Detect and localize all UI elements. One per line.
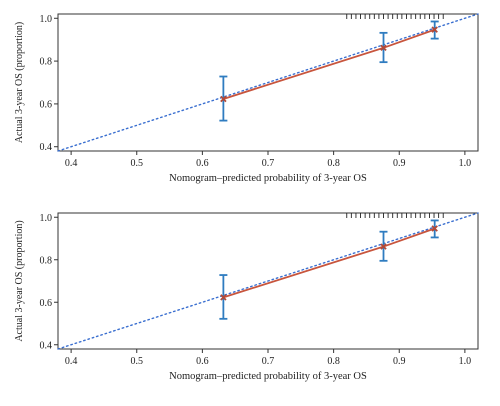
x-tick-label: 0.9 <box>393 356 406 367</box>
x-axis-label: Nomogram–predicted probability of 3-year… <box>169 371 367 382</box>
data-point-marker <box>431 26 438 33</box>
y-tick-label: 0.4 <box>40 142 53 153</box>
y-tick-label: 0.6 <box>40 99 53 110</box>
y-tick-label: 0.4 <box>40 340 53 351</box>
x-axis-label: Nomogram–predicted probability of 3-year… <box>169 173 367 184</box>
data-point-marker <box>431 225 438 232</box>
x-tick-label: 0.7 <box>262 158 275 169</box>
x-tick-label: 0.5 <box>131 356 144 367</box>
y-tick-label: 0.8 <box>40 57 53 68</box>
y-axis-label: Actual 3-year OS (proportion) <box>14 22 25 143</box>
calibration-panel-1: 0.4 0.5 0.6 0.7 0.8 0.9 1.0 0.4 0.6 0.8 1.0 Nomogra… <box>14 13 479 184</box>
calibration-line <box>223 227 435 299</box>
x-tick-label: 1.0 <box>459 158 472 169</box>
y-tick-label: 0.8 <box>40 255 53 266</box>
x-tick-label: 0.8 <box>327 356 340 367</box>
x-tick-label: 0.4 <box>65 356 78 367</box>
x-tick-label: 0.4 <box>65 158 78 169</box>
data-point-marker <box>220 95 227 103</box>
y-tick-label: 1.0 <box>40 14 53 25</box>
x-tick-label: 0.6 <box>196 158 209 169</box>
calibration-panel-2: 0.4 0.5 0.6 0.7 0.8 0.9 1.0 0.4 0.6 0.8 1.0 Nomogra… <box>14 212 479 382</box>
ideal-reference-line <box>57 13 479 152</box>
y-tick-label: 1.0 <box>40 213 53 224</box>
y-tick-label: 0.6 <box>40 298 53 309</box>
y-axis-label: Actual 3-year OS (proportion) <box>14 220 25 341</box>
x-tick-label: 0.5 <box>131 158 144 169</box>
x-tick-label: 0.9 <box>393 158 406 169</box>
data-point-marker <box>220 294 227 301</box>
data-point-marker <box>380 243 387 250</box>
data-point-marker <box>380 44 387 52</box>
x-tick-label: 0.6 <box>196 356 209 367</box>
calibration-line <box>223 28 435 100</box>
ideal-reference-line <box>57 212 479 350</box>
x-tick-label: 0.7 <box>262 356 275 367</box>
x-tick-label: 1.0 <box>459 356 472 367</box>
x-tick-label: 0.8 <box>327 158 340 169</box>
